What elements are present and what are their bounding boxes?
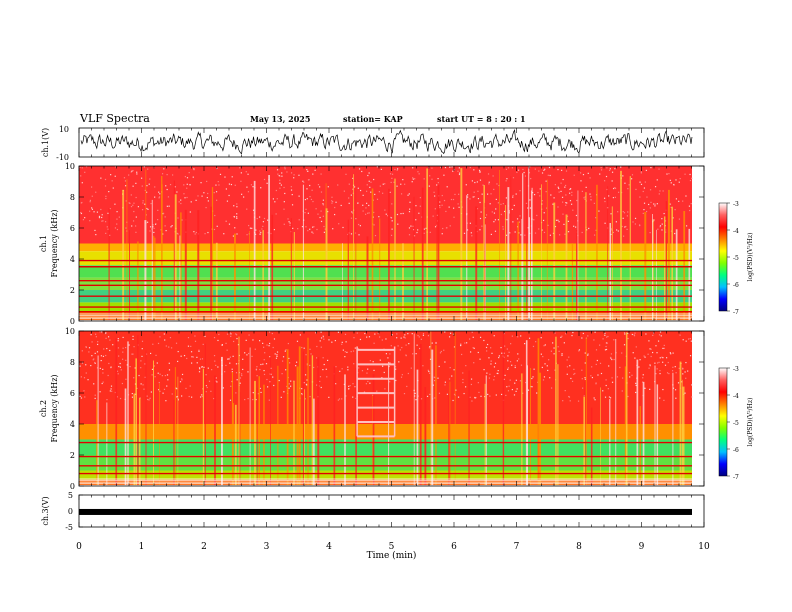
ch1-spectrogram-band: [79, 311, 692, 321]
time-tick-label: 9: [639, 542, 645, 552]
ch2-spectrogram-ytick-label: 8: [70, 358, 75, 367]
ch2-spectrogram-noise: [79, 331, 693, 402]
station-label: station= KAP: [343, 114, 403, 124]
time-tick-label: 1: [139, 542, 145, 552]
chart-title: VLF Spectra: [80, 112, 150, 125]
ch3-waveform-line: [79, 508, 692, 515]
ch2-spectrogram-band: [79, 439, 692, 455]
ch2-spectrogram-band: [79, 479, 692, 486]
ch2-spectrogram-ytick-label: 2: [70, 451, 75, 460]
ch3-ylabel: ch.3(V): [41, 496, 50, 525]
ch1-spectrogram-colorbar-tick-label: -6: [733, 282, 739, 289]
ch1-spectrogram-colorbar-tick-label: -5: [733, 255, 739, 262]
ch2-spectrogram-streaks: [96, 331, 685, 486]
ch2-spectrogram-band: [79, 470, 692, 480]
ch1-spectrogram-band: [79, 243, 692, 252]
time-tick-label: 3: [264, 542, 270, 552]
date-label: May 13, 2025: [250, 114, 311, 124]
ch2-spectrogram-ytick-label: 6: [70, 389, 75, 398]
ch1-spectrogram-ytick-label: 8: [70, 193, 75, 202]
ch2-spectrogram-band: [79, 455, 692, 471]
ch2-spectrogram-ytick-label: 0: [70, 482, 75, 491]
ch1-ytick-label: -10: [56, 153, 69, 162]
time-tick-label: 8: [576, 542, 582, 552]
time-tick-label: 4: [326, 542, 332, 552]
time-axis-label: Time (min): [367, 550, 417, 561]
ch2-spectrogram-ytick-label: 10: [65, 327, 75, 336]
ch1-spectrogram-ytick-label: 10: [65, 162, 75, 171]
start-time-label: start UT = 8 : 20 : 1: [437, 114, 526, 124]
ch1-ylabel: ch.1(V): [41, 128, 50, 157]
ch1-spectrogram-colorbar-label: log(PSD)(V²/Hz): [747, 233, 754, 282]
ch1-spectrogram-colorbar-tick-label: -3: [733, 201, 739, 208]
ch2-spectrogram-ytick-label: 4: [70, 420, 75, 429]
ch1-spectrogram-ylabel: Frequency (kHz): [50, 209, 59, 277]
ch1-spectrogram-ytick-label: 2: [70, 286, 75, 295]
ch2-spectrogram-ylabel: Frequency (kHz): [50, 374, 59, 442]
ch1-spectrogram-colorbar: [718, 202, 728, 312]
ch2-spectrogram-colorbar-tick-label: -5: [733, 420, 739, 427]
ch1-spectrogram-colorbar-tick-label: -4: [733, 228, 739, 235]
time-tick-label: 5: [389, 542, 395, 552]
ch1-spectrogram-band: [79, 265, 692, 278]
ch1-spectrogram-colorbar-tick-label: -7: [733, 309, 739, 316]
ch3-ytick-label: -5: [65, 523, 73, 532]
ch1-spectrogram-ytick-label: 0: [70, 317, 75, 326]
ch1-spectrogram-ytick-label: 4: [70, 255, 75, 264]
ch1-spectrogram-band: [79, 277, 692, 290]
ch2-spectrogram-channel-label: ch.2: [39, 400, 48, 417]
ch1-spectrogram-channel-label: ch.1: [39, 235, 48, 252]
ch2-spectrogram-colorbar-tick-label: -4: [733, 393, 739, 400]
time-tick-label: 6: [451, 542, 457, 552]
ch2-spectrogram-colorbar-label: log(PSD)(V²/Hz): [747, 398, 754, 447]
ch1-spectrogram-band: [79, 166, 692, 244]
ch1-spectrogram-ytick-label: 6: [70, 224, 75, 233]
ch3-ytick-label: 5: [68, 491, 73, 500]
ch1-spectrogram-band: [79, 251, 692, 266]
time-tick-label: 2: [201, 542, 207, 552]
time-tick-label: 10: [698, 542, 710, 552]
ch1-ytick-label: 10: [59, 125, 69, 134]
ch1-waveform-line: [80, 129, 693, 155]
ch2-spectrogram-colorbar-tick-label: -7: [733, 474, 739, 481]
ch2-spectrogram-colorbar-tick-label: -3: [733, 366, 739, 373]
ch2-spectrogram-colorbar: [718, 367, 728, 477]
time-tick-label: 7: [514, 542, 520, 552]
ch3-ytick-label: 0: [68, 507, 73, 516]
time-tick-label: 0: [76, 542, 82, 552]
ch2-spectrogram-colorbar-tick-label: -6: [733, 447, 739, 454]
